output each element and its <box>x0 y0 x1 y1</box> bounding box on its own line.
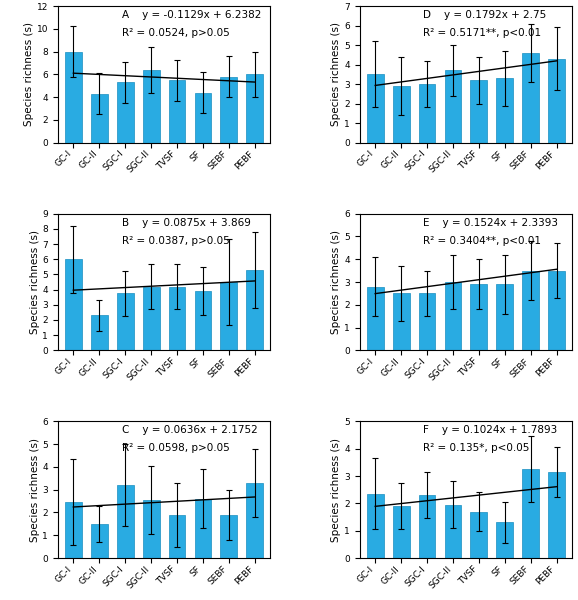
Bar <box>392 293 410 350</box>
Bar <box>470 512 487 558</box>
Bar <box>117 485 134 558</box>
Text: R² = 0.3404**, p<0.01: R² = 0.3404**, p<0.01 <box>424 236 542 245</box>
Bar <box>65 502 81 558</box>
Bar <box>444 505 461 558</box>
Bar <box>392 506 410 558</box>
Bar <box>444 282 461 350</box>
Bar <box>143 287 160 350</box>
Text: F    y = 0.1024x + 1.7893: F y = 0.1024x + 1.7893 <box>424 425 558 436</box>
Bar <box>169 515 186 558</box>
Bar <box>497 78 513 143</box>
Bar <box>220 515 238 558</box>
Bar <box>91 94 108 143</box>
Bar <box>523 469 539 558</box>
Bar <box>91 524 108 558</box>
Bar <box>523 271 539 350</box>
Bar <box>497 523 513 558</box>
Y-axis label: Species richness (s): Species richness (s) <box>29 230 39 334</box>
Bar <box>143 70 160 143</box>
Bar <box>220 282 238 350</box>
Bar <box>65 259 81 350</box>
Bar <box>418 84 435 143</box>
Bar <box>549 271 565 350</box>
Bar <box>392 86 410 143</box>
Text: D    y = 0.1792x + 2.75: D y = 0.1792x + 2.75 <box>424 10 547 20</box>
Text: R² = 0.135*, p<0.05: R² = 0.135*, p<0.05 <box>424 443 530 453</box>
Text: B    y = 0.0875x + 3.869: B y = 0.0875x + 3.869 <box>121 218 250 228</box>
Bar <box>367 74 384 143</box>
Bar <box>246 270 263 350</box>
Bar <box>367 287 384 350</box>
Text: R² = 0.0524, p>0.05: R² = 0.0524, p>0.05 <box>121 28 229 38</box>
Bar <box>549 472 565 558</box>
Y-axis label: Species richness (s): Species richness (s) <box>331 437 342 542</box>
Bar <box>418 293 435 350</box>
Bar <box>195 499 212 558</box>
Bar <box>497 284 513 350</box>
Text: R² = 0.5171**, p<0.01: R² = 0.5171**, p<0.01 <box>424 28 542 38</box>
Bar <box>117 293 134 350</box>
Text: A    y = -0.1129x + 6.2382: A y = -0.1129x + 6.2382 <box>121 10 261 20</box>
Bar <box>470 80 487 143</box>
Bar <box>246 74 263 143</box>
Bar <box>169 287 186 350</box>
Y-axis label: Species richness (s): Species richness (s) <box>24 22 34 127</box>
Bar <box>367 494 384 558</box>
Text: R² = 0.0387, p>0.05: R² = 0.0387, p>0.05 <box>121 236 229 245</box>
Y-axis label: Species richness (s): Species richness (s) <box>29 437 39 542</box>
Y-axis label: Species richness (s): Species richness (s) <box>331 230 342 334</box>
Bar <box>195 92 212 143</box>
Bar <box>91 316 108 350</box>
Y-axis label: Species richness (s): Species richness (s) <box>331 22 342 127</box>
Text: C    y = 0.0636x + 2.1752: C y = 0.0636x + 2.1752 <box>121 425 257 436</box>
Bar <box>117 82 134 143</box>
Text: R² = 0.0598, p>0.05: R² = 0.0598, p>0.05 <box>121 443 229 453</box>
Bar <box>220 77 238 143</box>
Bar <box>418 495 435 558</box>
Bar <box>143 500 160 558</box>
Bar <box>195 291 212 350</box>
Bar <box>470 284 487 350</box>
Bar <box>444 70 461 143</box>
Bar <box>549 59 565 143</box>
Bar <box>169 80 186 143</box>
Bar <box>65 52 81 143</box>
Bar <box>523 53 539 143</box>
Bar <box>246 483 263 558</box>
Text: E    y = 0.1524x + 2.3393: E y = 0.1524x + 2.3393 <box>424 218 558 228</box>
